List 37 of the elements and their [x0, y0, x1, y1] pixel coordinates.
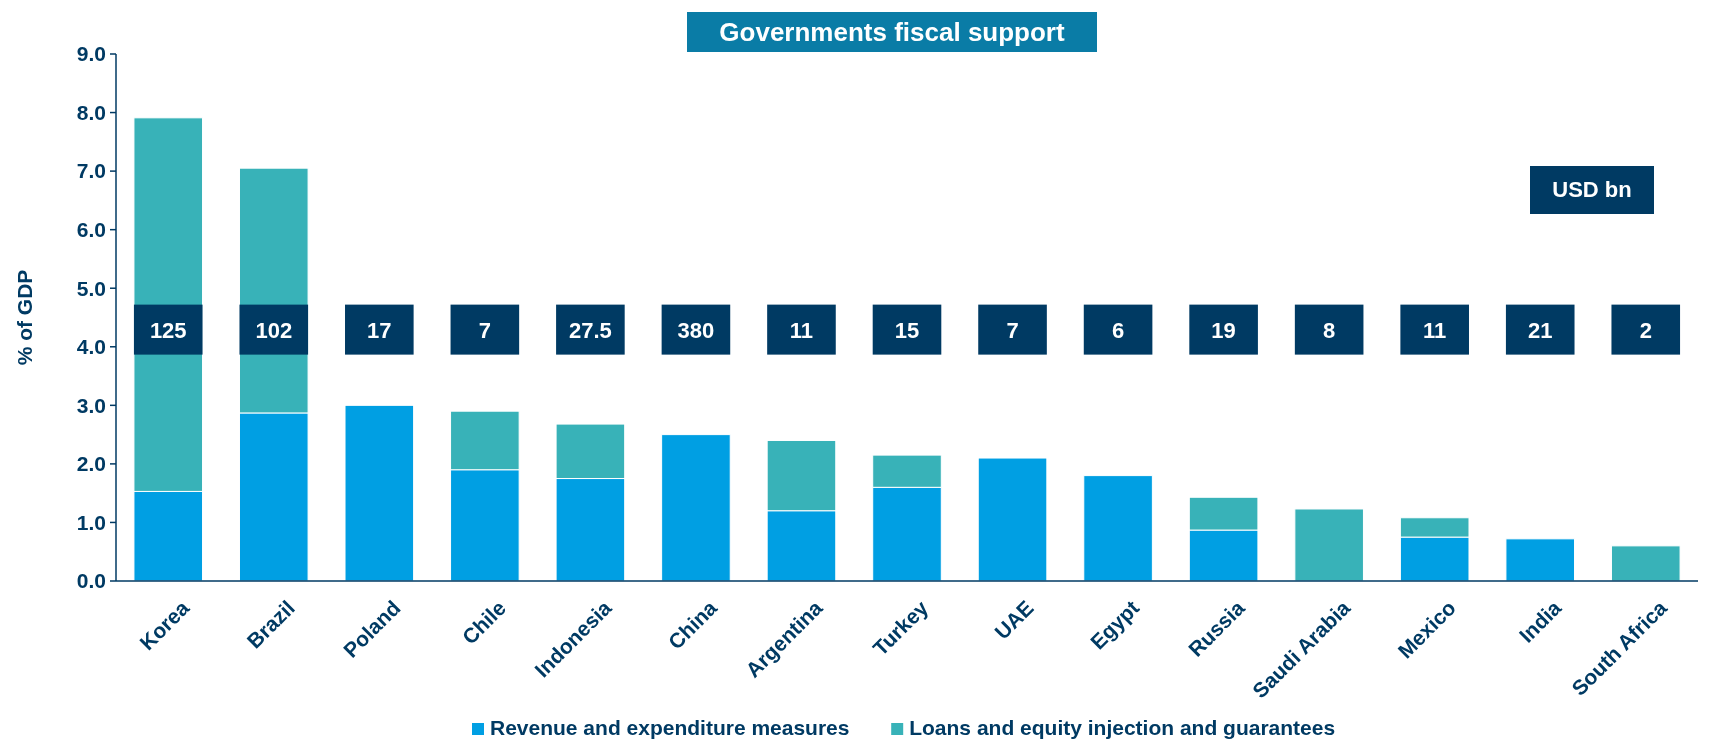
- annotation: 19: [1211, 317, 1236, 343]
- bar: [1294, 508, 1364, 582]
- annotation: 125: [149, 317, 187, 343]
- y-tick-label: 1.0: [76, 510, 106, 534]
- annotation: USD bn: [1552, 177, 1632, 202]
- annotation: 2: [1639, 317, 1652, 343]
- annotation: 7: [478, 317, 491, 343]
- y-tick-label: 8.0: [76, 100, 106, 124]
- chart-title: Governments fiscal support: [719, 17, 1065, 47]
- annotation: 11: [1423, 317, 1447, 343]
- annotation: 11: [789, 317, 814, 343]
- y-tick-label: 3.0: [76, 393, 106, 417]
- y-tick-label: 4.0: [76, 335, 106, 359]
- bar: [977, 457, 1048, 582]
- annotation: 7: [1006, 317, 1019, 343]
- bar: [661, 434, 731, 582]
- legend-label: Loans and equity injection and guarantees: [909, 716, 1336, 739]
- bar: [344, 404, 415, 582]
- bar: [1505, 538, 1576, 582]
- annotation: 102: [255, 317, 293, 343]
- annotation: 15: [894, 317, 920, 343]
- annotation: 27.5: [568, 317, 612, 343]
- y-tick-label: 7.0: [76, 159, 106, 183]
- annotation: 17: [367, 317, 392, 343]
- bar: [1610, 545, 1681, 582]
- y-tick-label: 0.0: [76, 569, 106, 593]
- annotation: 21: [1527, 317, 1553, 343]
- legend-label: Revenue and expenditure measures: [490, 716, 850, 739]
- y-axis-title: % of GDP: [13, 269, 36, 366]
- annotation: 8: [1323, 317, 1336, 343]
- bar: [1083, 475, 1153, 582]
- y-tick-label: 5.0: [76, 276, 106, 300]
- y-tick-label: 6.0: [76, 218, 106, 242]
- y-tick-label: 9.0: [76, 42, 106, 66]
- y-tick-label: 2.0: [76, 452, 106, 476]
- annotation: 6: [1111, 317, 1125, 343]
- annotation: 380: [677, 317, 715, 343]
